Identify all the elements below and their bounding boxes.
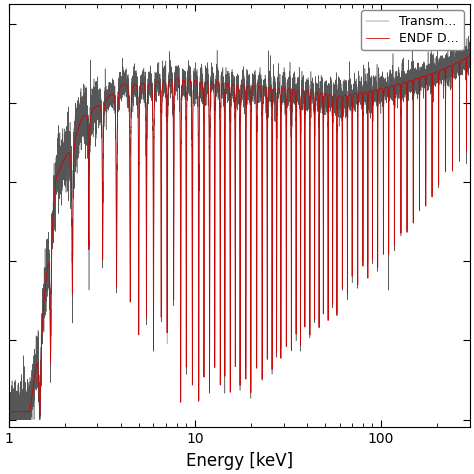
- ENDF D...: [30, 386, 36, 392]
- Line: Transm...: Transm...: [9, 36, 470, 419]
- Transm...: [466, 33, 472, 39]
- X-axis label: Energy [keV]: Energy [keV]: [186, 452, 293, 470]
- ENDF D...: [242, 86, 247, 92]
- Transm...: [74, 147, 80, 153]
- Transm...: [6, 417, 11, 422]
- Transm...: [6, 412, 11, 418]
- ENDF D...: [6, 409, 11, 414]
- ENDF D...: [37, 415, 43, 420]
- Transm...: [125, 76, 131, 82]
- Transm...: [242, 83, 247, 89]
- ENDF D...: [286, 86, 292, 91]
- Legend: Transm..., ENDF D...: Transm..., ENDF D...: [362, 10, 464, 50]
- Line: ENDF D...: ENDF D...: [9, 55, 470, 418]
- ENDF D...: [467, 53, 473, 58]
- ENDF D...: [74, 129, 80, 135]
- ENDF D...: [248, 111, 254, 117]
- Transm...: [467, 64, 473, 70]
- Transm...: [30, 386, 36, 392]
- ENDF D...: [125, 86, 131, 91]
- Transm...: [286, 76, 292, 82]
- Transm...: [248, 101, 254, 107]
